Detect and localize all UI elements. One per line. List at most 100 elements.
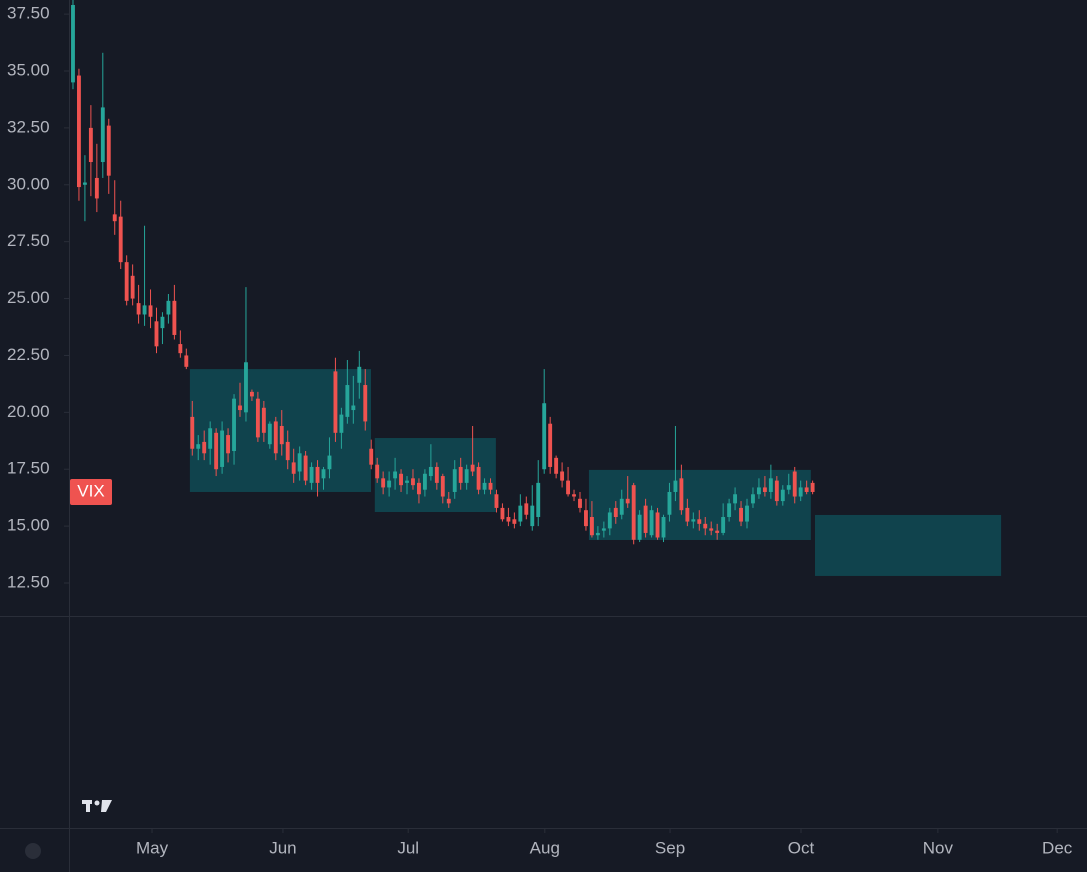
- candle-body: [751, 494, 755, 504]
- candle-body: [261, 407, 266, 433]
- x-tick-label: Sep: [655, 838, 685, 857]
- candle-body: [721, 517, 726, 533]
- x-tick-label: Dec: [1042, 838, 1073, 857]
- candle-body: [232, 398, 236, 452]
- x-tick-label: Aug: [530, 838, 560, 857]
- candle-body: [297, 453, 302, 472]
- candle-body: [196, 444, 201, 449]
- candle-body: [685, 507, 690, 522]
- candle-body: [548, 423, 553, 467]
- candle-body: [249, 391, 254, 397]
- candle-body: [715, 530, 720, 533]
- candle-body: [643, 505, 648, 533]
- candle-body: [452, 469, 457, 492]
- last-price-label: VIX: [70, 478, 112, 505]
- candle-body: [166, 300, 171, 315]
- candle-body: [244, 362, 248, 413]
- candle-body: [786, 485, 791, 490]
- candle-body: [405, 480, 409, 483]
- candle-body: [584, 510, 588, 527]
- candle-body: [339, 414, 344, 433]
- candle-body: [518, 505, 523, 522]
- candle-body: [178, 344, 183, 354]
- y-tick-label: 12.50: [7, 572, 50, 591]
- candle-body: [291, 462, 296, 474]
- x-tick-label: Jul: [397, 838, 419, 857]
- candle-body: [440, 476, 445, 497]
- candle-body: [446, 498, 451, 504]
- candle-body: [100, 107, 105, 163]
- candle-body: [739, 507, 743, 522]
- candle-body: [214, 432, 219, 470]
- candle-body: [655, 512, 660, 538]
- candle-body: [798, 487, 803, 497]
- candle-body: [327, 455, 332, 470]
- candle-body: [768, 478, 773, 492]
- candle-body: [345, 385, 350, 417]
- candle-body: [434, 466, 439, 483]
- candle-body: [482, 482, 487, 490]
- candle-body: [762, 487, 767, 492]
- candle-body: [595, 532, 600, 536]
- y-tick-label: 35.00: [7, 60, 50, 79]
- candle-body: [512, 519, 517, 524]
- candle-body: [411, 478, 415, 486]
- y-tick-label: 37.50: [7, 4, 50, 23]
- candle-body: [774, 480, 779, 502]
- candle-body: [804, 487, 809, 492]
- x-tick-label: Oct: [788, 838, 815, 857]
- y-tick-label: 25.00: [7, 288, 50, 307]
- candle-body: [661, 517, 666, 538]
- candle-body: [733, 494, 738, 504]
- candle-body: [625, 498, 630, 504]
- symbol-label: VIX: [77, 481, 104, 500]
- candle-body: [321, 469, 326, 479]
- candle-body: [71, 5, 75, 83]
- candle-body: [77, 75, 81, 188]
- candle-body: [399, 473, 403, 486]
- candle-body: [727, 503, 732, 518]
- candle-body: [315, 466, 320, 483]
- timezone-icon[interactable]: [25, 843, 41, 859]
- candle-body: [572, 494, 576, 497]
- range-box: [588, 469, 811, 540]
- y-tick-label: 32.50: [7, 117, 50, 136]
- candle-body: [631, 485, 636, 540]
- candle-body: [476, 466, 481, 490]
- candle-body: [745, 505, 749, 522]
- y-tick-label: 20.00: [7, 402, 50, 421]
- candle-body: [88, 127, 93, 163]
- candle-body: [238, 405, 242, 411]
- candle-body: [369, 448, 374, 465]
- y-tick-label: 27.50: [7, 231, 50, 250]
- candle-body: [488, 482, 493, 490]
- candle-body: [154, 321, 159, 347]
- candle-body: [375, 464, 380, 479]
- candle-body: [285, 441, 290, 461]
- candle-body: [709, 528, 714, 531]
- y-tick-label: 15.00: [7, 516, 50, 535]
- candle-body: [578, 498, 582, 508]
- candle-body: [130, 275, 135, 299]
- candle-body: [333, 371, 338, 433]
- range-box: [815, 514, 1002, 576]
- candle-body: [667, 491, 672, 515]
- candle-body: [589, 517, 594, 536]
- candle-body: [601, 528, 606, 531]
- candle-body: [691, 519, 696, 522]
- candle-body: [363, 385, 368, 422]
- candle-body: [255, 398, 260, 438]
- candle-body: [172, 300, 177, 335]
- candle-body: [792, 471, 797, 497]
- candle-body: [136, 303, 141, 315]
- x-tick-label: Jun: [269, 838, 296, 857]
- logo: [82, 800, 112, 812]
- candle-body: [184, 355, 189, 367]
- candle-body: [160, 316, 165, 329]
- candle-body: [422, 473, 427, 490]
- candle-body: [607, 512, 612, 529]
- y-tick-label: 17.50: [7, 459, 50, 478]
- candle-body: [566, 480, 571, 495]
- candle-body: [500, 507, 505, 520]
